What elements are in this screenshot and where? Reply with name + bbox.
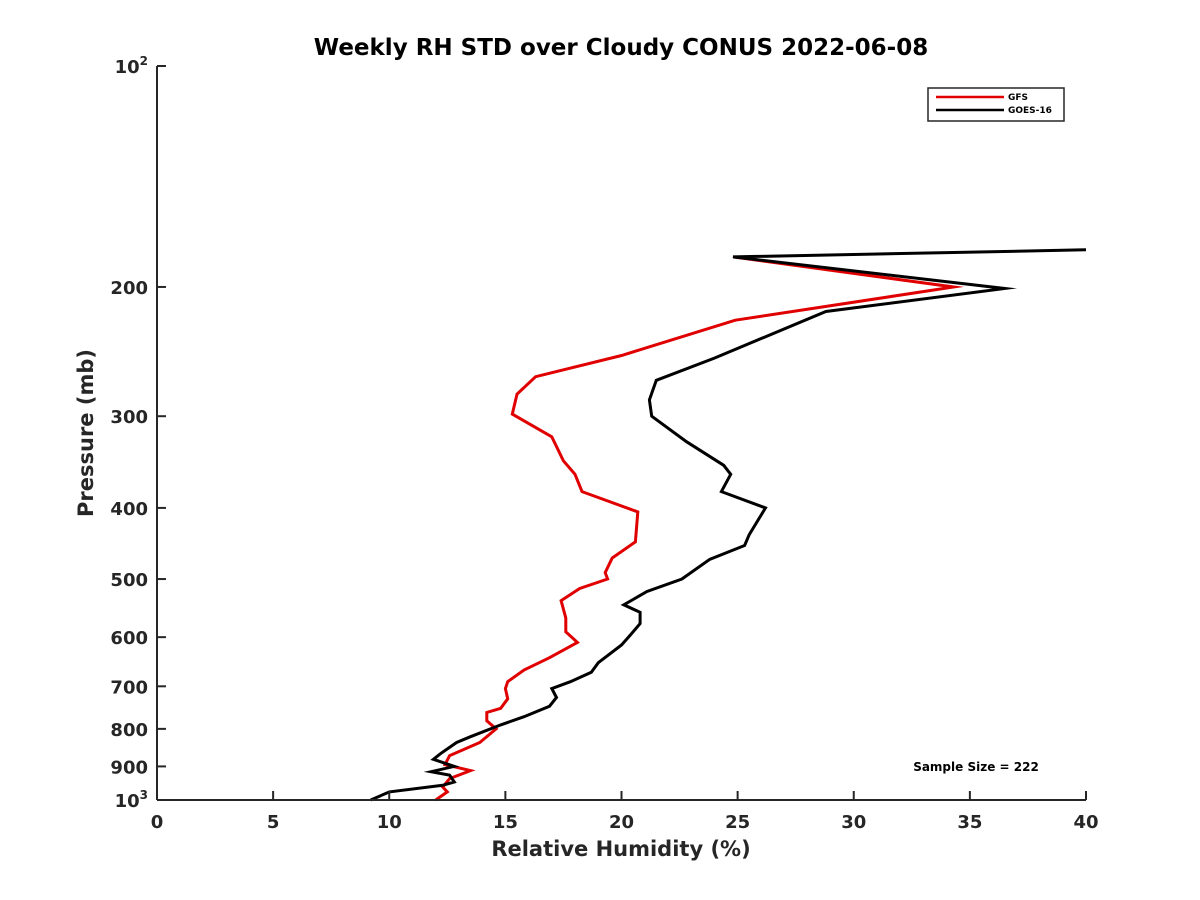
y-tick-label: 500 bbox=[110, 570, 148, 591]
x-tick-label: 35 bbox=[957, 812, 982, 833]
series-line-goes-16 bbox=[370, 248, 1087, 802]
y-tick-label: 200 bbox=[110, 278, 148, 299]
y-tick-exponent: 3 bbox=[140, 788, 148, 802]
legend-box bbox=[927, 87, 1065, 122]
y-axis-label: Pressure (mb) bbox=[74, 349, 98, 517]
y-tick-label: 102 bbox=[115, 54, 148, 78]
y-tick-label: 800 bbox=[110, 720, 148, 741]
y-tick-label: 300 bbox=[110, 407, 148, 428]
chart-title: Weekly RH STD over Cloudy CONUS 2022-06-… bbox=[314, 35, 928, 61]
legend-label-goes16: GOES-16 bbox=[1008, 106, 1052, 116]
y-tick-label: 900 bbox=[110, 757, 148, 778]
y-tick-label: 103 bbox=[115, 788, 148, 812]
series-layer bbox=[370, 248, 1087, 802]
y-tick-base: 10 bbox=[115, 57, 140, 78]
y-tick-exponent: 2 bbox=[140, 54, 148, 68]
y-tick-label: 400 bbox=[110, 499, 148, 520]
y-tick-base: 10 bbox=[115, 791, 140, 812]
x-tick-label: 15 bbox=[493, 812, 518, 833]
x-tick-label: 30 bbox=[841, 812, 866, 833]
x-tick-label: 10 bbox=[377, 812, 402, 833]
legend: GFS GOES-16 bbox=[927, 87, 1065, 122]
x-tick-label: 5 bbox=[267, 812, 280, 833]
y-tick-label: 700 bbox=[110, 677, 148, 698]
x-tick-label: 25 bbox=[725, 812, 750, 833]
legend-label-gfs: GFS bbox=[1008, 93, 1028, 103]
x-tick-label: 40 bbox=[1073, 812, 1098, 833]
x-tick-label: 0 bbox=[151, 812, 164, 833]
x-tick-label: 20 bbox=[609, 812, 634, 833]
y-tick-label: 600 bbox=[110, 628, 148, 649]
series-line-gfs bbox=[434, 255, 965, 802]
x-ticks: 0 5 10 15 20 25 30 35 40 bbox=[151, 791, 1099, 833]
x-axis-label: Relative Humidity (%) bbox=[491, 837, 750, 861]
sample-size-annotation: Sample Size = 222 bbox=[913, 760, 1039, 774]
